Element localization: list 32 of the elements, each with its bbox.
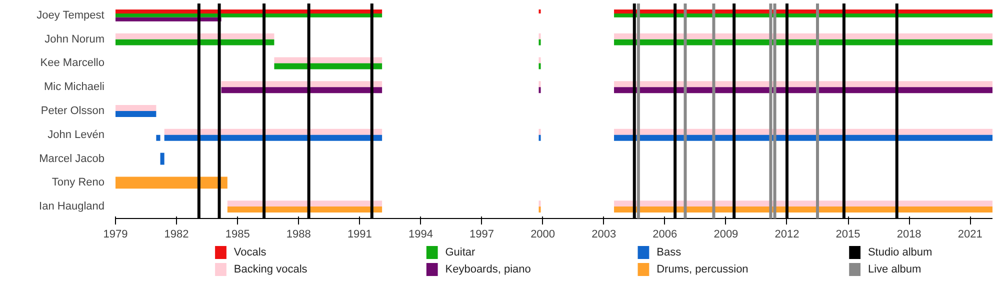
- legend-label: Drums, percussion: [656, 264, 748, 276]
- y-tick-label: Peter Olsson: [40, 105, 105, 117]
- x-tick-label: 2015: [836, 228, 860, 240]
- legend-label: Bass: [656, 246, 682, 258]
- x-tick-label: 1997: [470, 228, 494, 240]
- x-tick-label: 1988: [286, 228, 311, 240]
- legend-label: Backing vocals: [234, 264, 308, 276]
- legend-label: Studio album: [868, 246, 932, 258]
- y-tick-label: Marcel Jacob: [39, 152, 105, 165]
- x-tick-label: 2000: [530, 228, 556, 240]
- y-tick-label: Mic Michaeli: [44, 81, 105, 94]
- y-tick-label: Kee Marcello: [40, 57, 105, 70]
- x-tick-label: 2009: [714, 228, 738, 240]
- x-tick-label: 2021: [958, 228, 982, 240]
- x-tick-label: 2006: [652, 228, 678, 240]
- y-tick-label: Joey Tempest: [36, 9, 104, 22]
- x-tick-label: 2003: [592, 228, 616, 240]
- legend-label: Live album: [868, 264, 922, 276]
- y-tick-label: Tony Reno: [52, 176, 105, 189]
- x-tick-label: 1994: [408, 228, 433, 240]
- legend-label: Vocals: [234, 246, 267, 258]
- legend-label: Keyboards, piano: [445, 264, 531, 276]
- y-tick-label: John Levén: [48, 128, 105, 141]
- x-tick-label: 2012: [774, 228, 800, 240]
- x-tick-label: 1985: [225, 228, 250, 240]
- x-tick-label: 1979: [103, 228, 128, 240]
- x-tick-label: 1991: [347, 228, 372, 240]
- legend-label: Guitar: [445, 246, 476, 258]
- y-tick-label: Ian Haugland: [39, 200, 105, 213]
- x-tick-label: 2018: [896, 228, 922, 240]
- y-tick-label: John Norum: [44, 33, 105, 46]
- x-tick-label: 1982: [164, 228, 189, 240]
